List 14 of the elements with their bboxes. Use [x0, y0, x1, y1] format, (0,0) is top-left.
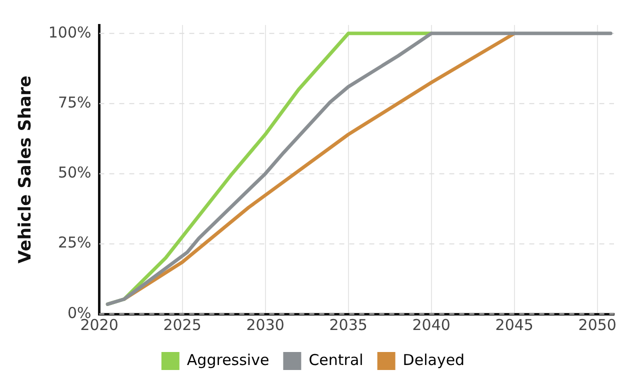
- y-tick-label: 75%: [58, 93, 92, 112]
- y-tick-label: 100%: [48, 23, 92, 42]
- x-tick-label: 2025: [163, 316, 202, 334]
- x-tick-label: 2040: [412, 316, 450, 334]
- x-tick-label: 2050: [578, 316, 616, 334]
- legend-label: Aggressive: [186, 350, 270, 369]
- y-axis-title: Vehicle Sales Share: [16, 76, 36, 264]
- legend-label: Delayed: [402, 350, 465, 369]
- x-tick-label: 2030: [246, 316, 284, 334]
- x-tick-label: 2045: [495, 316, 534, 334]
- y-tick-label: 25%: [58, 234, 92, 252]
- x-tick-label: 2035: [329, 316, 368, 334]
- y-tick-label: 50%: [58, 164, 92, 182]
- legend-label: Central: [308, 350, 364, 369]
